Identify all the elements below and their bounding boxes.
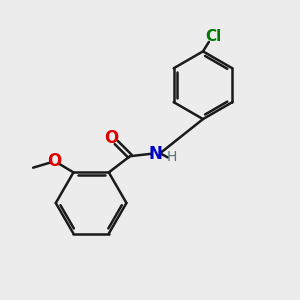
Text: N: N — [149, 145, 163, 163]
Text: O: O — [105, 129, 119, 147]
Text: O: O — [47, 152, 62, 170]
Text: H: H — [167, 150, 177, 164]
Text: Cl: Cl — [205, 29, 221, 44]
